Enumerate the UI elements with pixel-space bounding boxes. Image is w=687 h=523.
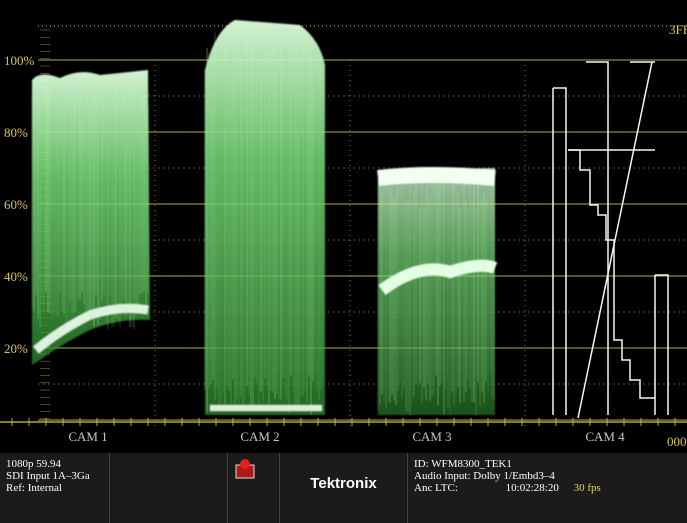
ltc-label: Anc LTC:: [414, 482, 458, 494]
brand: Tektronix: [310, 475, 377, 492]
cam4-trace: [552, 61, 669, 419]
status-format: 1080p 59.94 SDI Input 1A–3Ga Ref: Intern…: [0, 453, 110, 523]
alarm-cell: [228, 453, 280, 523]
format: 1080p 59.94: [6, 458, 61, 470]
brand-cell: Tektronix: [280, 453, 408, 523]
ref: Ref: Internal: [6, 482, 62, 494]
cam2-trace: [205, 20, 325, 415]
cam1-trace: [32, 70, 150, 365]
ltc: 10:02:28:20: [505, 482, 559, 494]
audio: Audio Input: Dolby 1/Embd3–4: [414, 470, 555, 482]
status-info: ID: WFM8300_TEK1 Audio Input: Dolby 1/Em…: [408, 453, 687, 523]
level-label: 100%: [4, 53, 35, 68]
top-label: 3FF: [669, 22, 687, 37]
right-label: 000: [667, 434, 687, 449]
input-label: CAM 3: [412, 429, 451, 444]
input: SDI Input 1A–3Ga: [6, 470, 90, 482]
input-label: CAM 2: [240, 429, 279, 444]
input-label: CAM 1: [68, 429, 107, 444]
status-bar: 1080p 59.94 SDI Input 1A–3Ga Ref: Intern…: [0, 453, 687, 523]
level-label: 40%: [4, 269, 28, 284]
input-label: CAM 4: [585, 429, 625, 444]
cam3-trace: [378, 168, 495, 415]
level-label: 80%: [4, 125, 28, 140]
alarm-icon[interactable]: [234, 457, 256, 479]
trace-noise: [31, 30, 495, 415]
cam1-low: [33, 303, 149, 354]
fps: 30 fps: [573, 482, 601, 494]
level-label: 20%: [4, 341, 28, 356]
status-spacer: [110, 453, 228, 523]
cam3-band: [377, 167, 496, 186]
level-label: 60%: [4, 197, 28, 212]
waveforms: [32, 20, 498, 415]
cam3-mid: [378, 259, 498, 295]
waveform-display: 100% 80% 60% 40% 20% 3FF 000 CAM 1 CAM 2 CAM 3 CAM…: [0, 20, 687, 474]
id: ID: WFM8300_TEK1: [414, 458, 512, 470]
